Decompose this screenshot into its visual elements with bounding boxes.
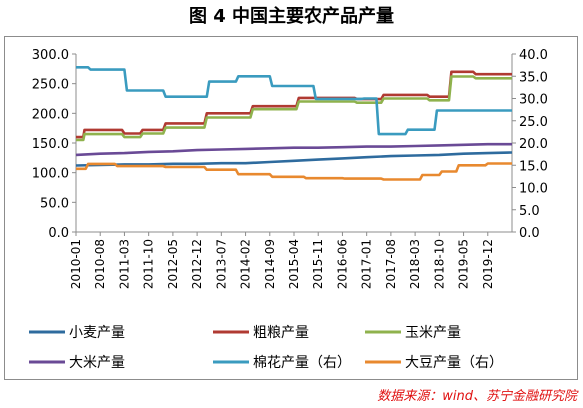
series-line [76,72,512,137]
x-tick-label: 2014-09 [263,239,277,289]
y-tick-label-left: 100.0 [32,167,69,182]
x-tick-label: 2018-03 [408,239,422,289]
x-tick-label: 2011-03 [117,239,131,289]
legend-label: 大豆产量（右） [405,355,503,371]
y-tick-label-left: 150.0 [32,137,69,152]
chart-title: 图 4 中国主要农产品产量 [0,2,583,28]
x-tick-label: 2015-11 [311,239,325,289]
y-tick-label-left: 200.0 [32,107,69,122]
x-tick-label: 2019-05 [457,239,471,289]
y-tick-label-right: 40.0 [519,48,548,63]
y-tick-label-left: 50.0 [40,196,69,211]
y-tick-label-right: 10.0 [519,182,548,197]
y-tick-label-right: 0.0 [519,226,540,241]
y-tick-label-right: 35.0 [519,70,548,85]
series-line [76,153,512,166]
y-tick-label-right: 30.0 [519,93,548,108]
x-tick-label: 2014-02 [239,239,253,289]
y-tick-label-left: 300.0 [32,48,69,63]
y-tick-label-left: 0.0 [48,226,69,241]
x-tick-label: 2010-01 [69,239,83,289]
legend-label: 玉米产量 [405,325,461,341]
y-tick-label-right: 25.0 [519,115,548,130]
y-tick-label-right: 5.0 [519,204,540,219]
line-chart: 0.0 50.0 100.0 150.0 200.0 250.0 300.0 0.0 5.0 10… [5,37,577,379]
legend-label: 粗粮产量 [253,325,309,341]
y-tick-label-left: 250.0 [32,78,69,93]
series-line [76,164,512,180]
x-tick-label: 2016-06 [335,239,349,289]
x-tick-label: 2019-12 [481,239,495,289]
chart-frame: 0.0 50.0 100.0 150.0 200.0 250.0 300.0 0.0 5.0 10… [4,36,578,380]
x-tick-label: 2011-10 [142,239,156,289]
x-tick-label: 2018-10 [432,239,446,289]
source-note: 数据来源：wind、苏宁金融研究院 [377,385,577,404]
y-tick-label-right: 20.0 [519,137,548,152]
x-tick-label: 2017-08 [384,239,398,289]
y-tick-label-right: 15.0 [519,159,548,174]
legend-label: 棉花产量（右） [253,354,351,371]
x-tick-label: 2012-05 [166,239,180,289]
legend-label: 大米产量 [69,355,125,371]
x-tick-label: 2012-12 [190,239,204,289]
x-tick-label: 2017-01 [360,239,374,289]
x-tick-label: 2015-04 [287,239,301,289]
legend-label: 小麦产量 [69,325,125,341]
x-tick-label: 2013-07 [214,239,228,289]
x-tick-label: 2010-08 [93,239,107,289]
